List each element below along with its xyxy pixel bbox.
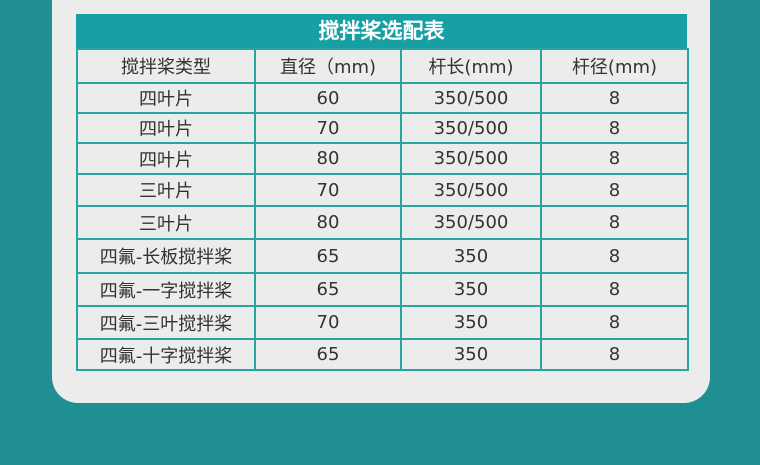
table-cell: 60 — [254, 82, 402, 114]
table-row: 四氟-十字搅拌桨 65 350 8 — [76, 338, 689, 371]
table-cell: 350/500 — [400, 173, 542, 207]
table-cell: 350 — [400, 272, 542, 307]
table-row: 四叶片 80 350/500 8 — [76, 142, 689, 175]
table-row: 三叶片 80 350/500 8 — [76, 205, 689, 240]
table-cell: 8 — [540, 338, 689, 371]
table-cell: 四叶片 — [76, 82, 256, 114]
table-cell: 8 — [540, 82, 689, 114]
selection-table: 搅拌桨选配表 搅拌桨类型 直径（mm) 杆长(mm) 杆径(mm) 四叶片 60 350/5… — [76, 14, 689, 371]
table-cell: 80 — [254, 142, 402, 175]
table-cell: 70 — [254, 112, 402, 144]
table-cell: 8 — [540, 142, 689, 175]
table-cell: 350 — [400, 238, 542, 274]
table-row: 三叶片 70 350/500 8 — [76, 173, 689, 207]
table-cell: 350/500 — [400, 205, 542, 240]
column-header: 搅拌桨类型 — [76, 48, 256, 84]
table-cell: 四氟-十字搅拌桨 — [76, 338, 256, 371]
table-cell: 65 — [254, 272, 402, 307]
table-cell: 350 — [400, 305, 542, 340]
table-title: 搅拌桨选配表 — [76, 14, 687, 48]
table-row: 四叶片 60 350/500 8 — [76, 82, 689, 114]
table-cell: 8 — [540, 305, 689, 340]
table-cell: 350/500 — [400, 82, 542, 114]
table-cell: 70 — [254, 305, 402, 340]
table-cell: 四氟-三叶搅拌桨 — [76, 305, 256, 340]
table-cell: 65 — [254, 238, 402, 274]
column-header: 直径（mm) — [254, 48, 402, 84]
table-cell: 8 — [540, 205, 689, 240]
table-cell: 8 — [540, 173, 689, 207]
table-cell: 四氟-长板搅拌桨 — [76, 238, 256, 274]
table-cell: 三叶片 — [76, 173, 256, 207]
table-cell: 65 — [254, 338, 402, 371]
table-cell: 四叶片 — [76, 112, 256, 144]
header-row: 搅拌桨类型 直径（mm) 杆长(mm) 杆径(mm) — [76, 48, 689, 84]
table-cell: 三叶片 — [76, 205, 256, 240]
table-row: 四氟-长板搅拌桨 65 350 8 — [76, 238, 689, 274]
table-cell: 350 — [400, 338, 542, 371]
table-cell: 四氟-一字搅拌桨 — [76, 272, 256, 307]
column-header: 杆径(mm) — [540, 48, 689, 84]
table-row: 四氟-一字搅拌桨 65 350 8 — [76, 272, 689, 307]
table-row: 四叶片 70 350/500 8 — [76, 112, 689, 144]
table-cell: 350/500 — [400, 142, 542, 175]
table-cell: 四叶片 — [76, 142, 256, 175]
table-cell: 8 — [540, 112, 689, 144]
table-cell: 350/500 — [400, 112, 542, 144]
table-cell: 70 — [254, 173, 402, 207]
column-header: 杆长(mm) — [400, 48, 542, 84]
table-cell: 8 — [540, 272, 689, 307]
table-cell: 80 — [254, 205, 402, 240]
table-row: 四氟-三叶搅拌桨 70 350 8 — [76, 305, 689, 340]
table-cell: 8 — [540, 238, 689, 274]
